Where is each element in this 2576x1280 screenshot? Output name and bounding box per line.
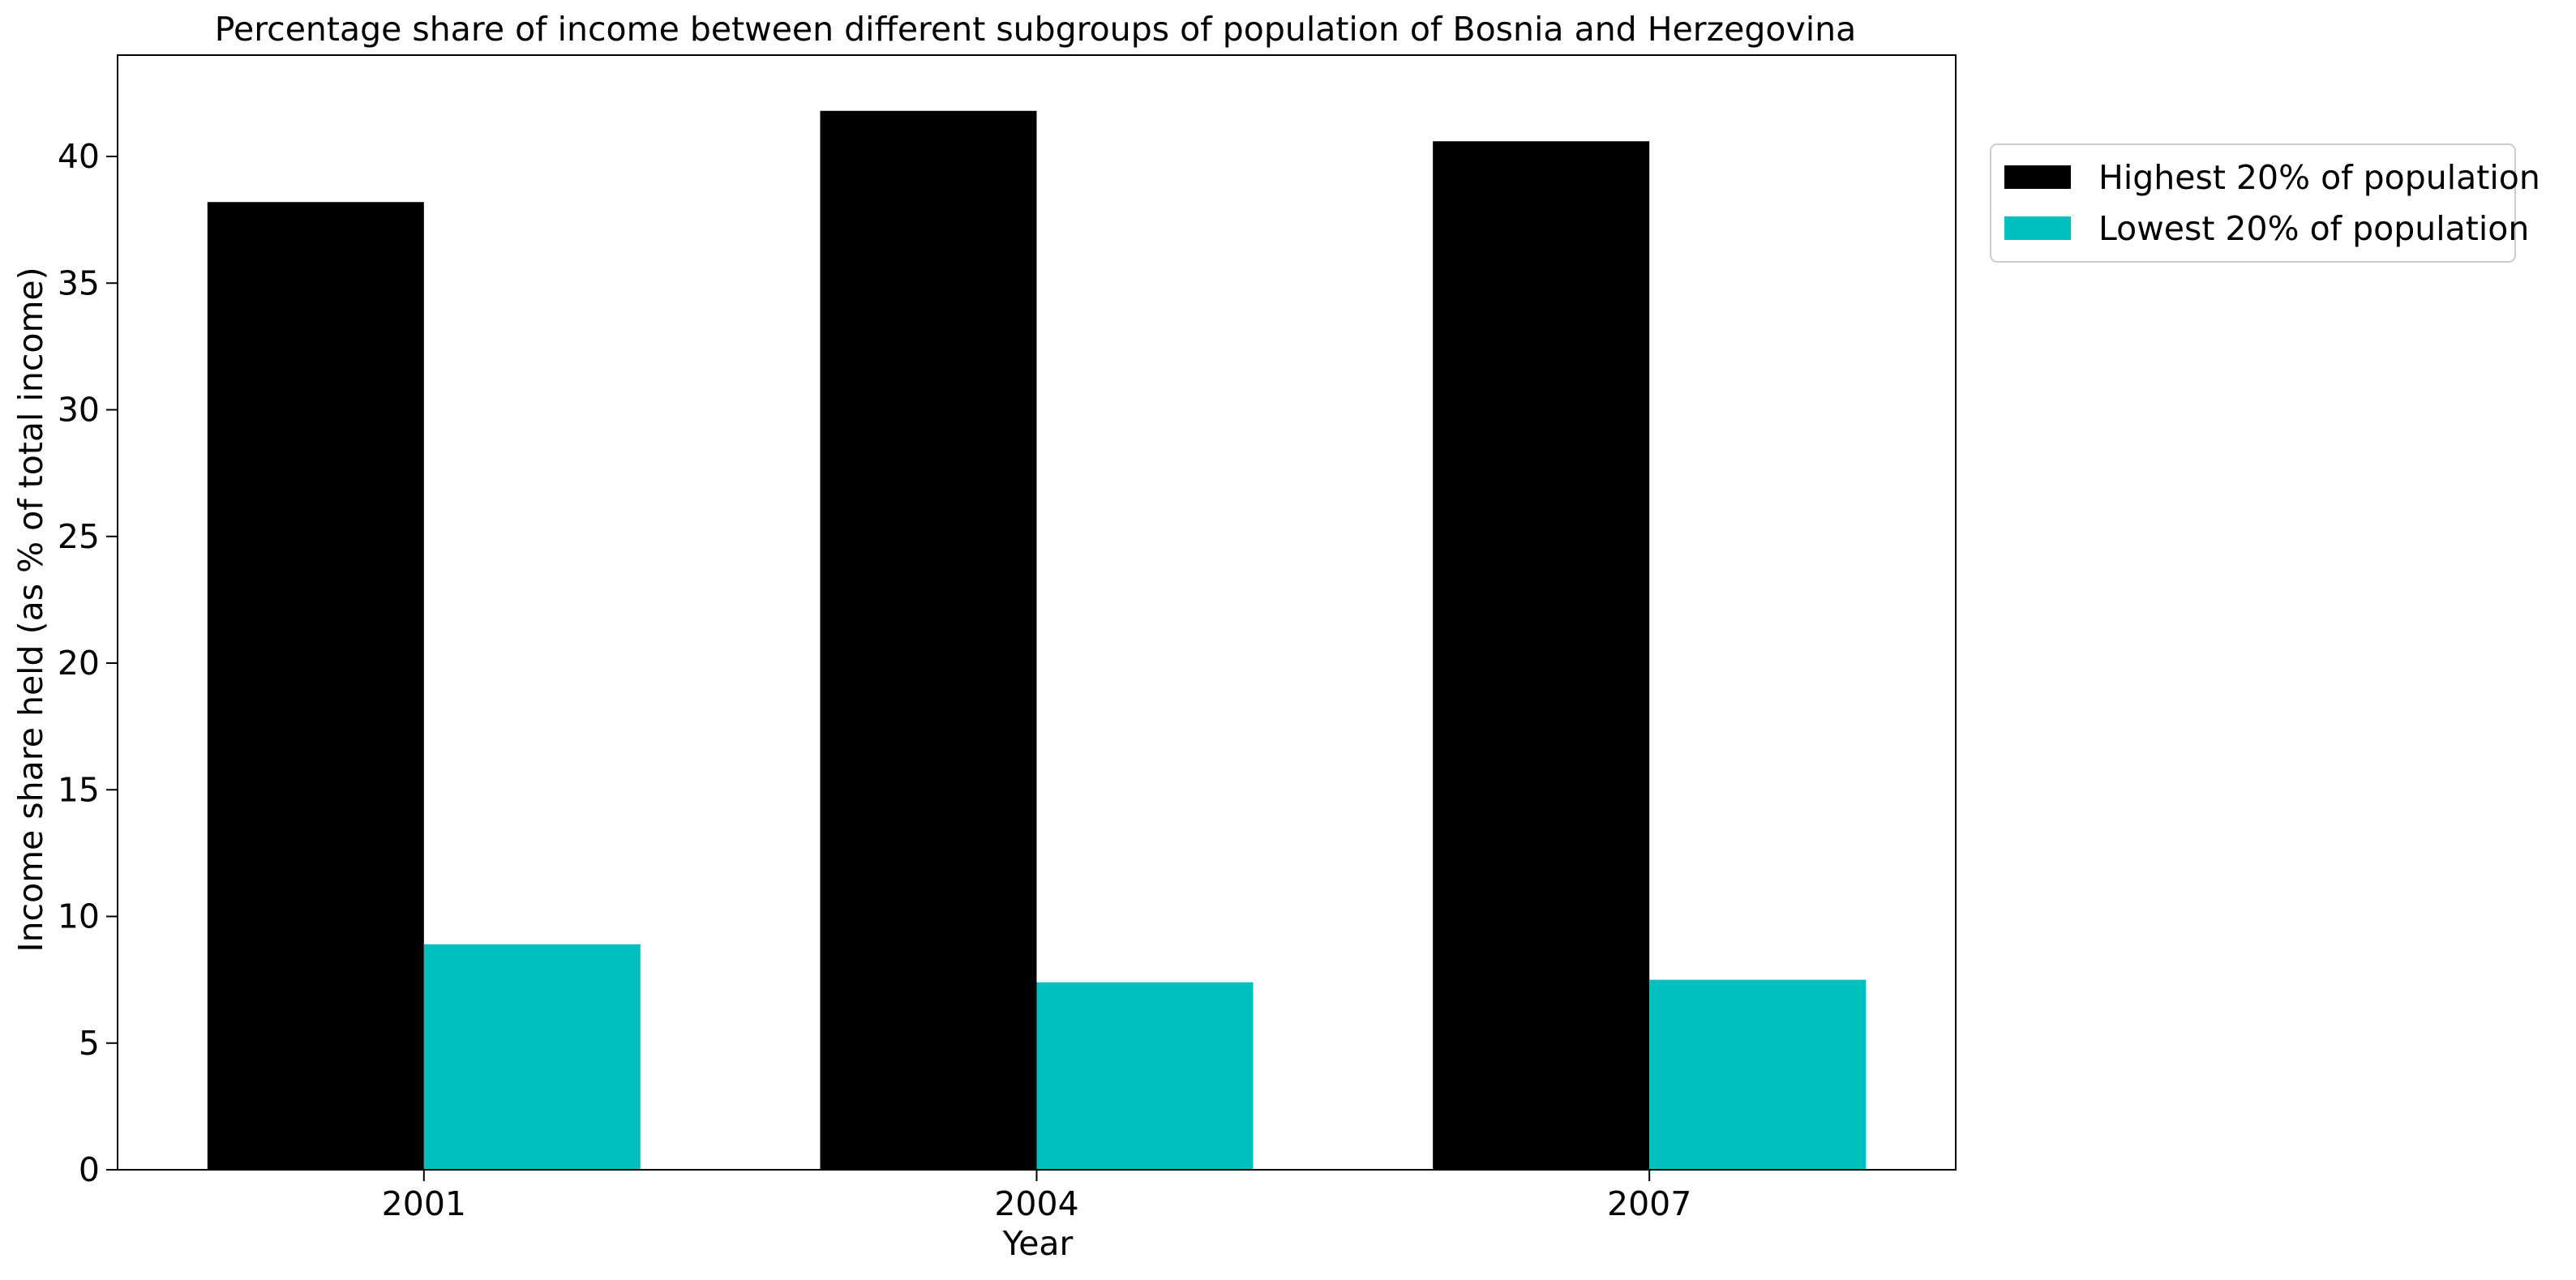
legend: Highest 20% of population Lowest 20% of p… <box>1990 143 2540 263</box>
bar-2004-series-1 <box>1036 982 1254 1170</box>
x-axis-label: Year <box>1002 1224 1074 1263</box>
legend-label-1: Lowest 20% of population <box>2098 209 2529 248</box>
bar-2001-series-0 <box>207 202 424 1170</box>
bar-2007-series-1 <box>1649 979 1867 1170</box>
plot-frame <box>117 54 1957 1171</box>
x-tick-label-2007: 2007 <box>1607 1184 1691 1223</box>
y-tick-label-30: 30 <box>58 391 100 430</box>
plot-area: 2001 2004 2007 0 5 10 15 20 25 30 35 40 <box>58 54 1957 1223</box>
y-tick-label-15: 15 <box>58 770 100 809</box>
y-tick-label-40: 40 <box>58 137 100 176</box>
x-tick-label-2001: 2001 <box>382 1184 466 1223</box>
legend-frame <box>1990 143 2516 263</box>
y-tick-label-0: 0 <box>79 1150 100 1189</box>
legend-label-0: Highest 20% of population <box>2098 158 2540 197</box>
bar-2004-series-0 <box>820 110 1037 1170</box>
chart-title: Percentage share of income between diffe… <box>215 10 1857 49</box>
bar-2001-series-1 <box>423 944 641 1170</box>
y-tick-label-25: 25 <box>58 517 100 556</box>
y-tick-label-35: 35 <box>58 263 100 302</box>
y-axis-label: Income share held (as % of total income) <box>11 267 50 952</box>
legend-swatch-0 <box>2004 165 2071 189</box>
x-tick-label-2004: 2004 <box>994 1184 1078 1223</box>
y-tick-label-20: 20 <box>58 644 100 683</box>
y-tick-label-10: 10 <box>58 897 100 936</box>
bar-2007-series-0 <box>1433 141 1650 1170</box>
y-tick-label-5: 5 <box>79 1024 100 1063</box>
legend-swatch-1 <box>2004 216 2071 240</box>
